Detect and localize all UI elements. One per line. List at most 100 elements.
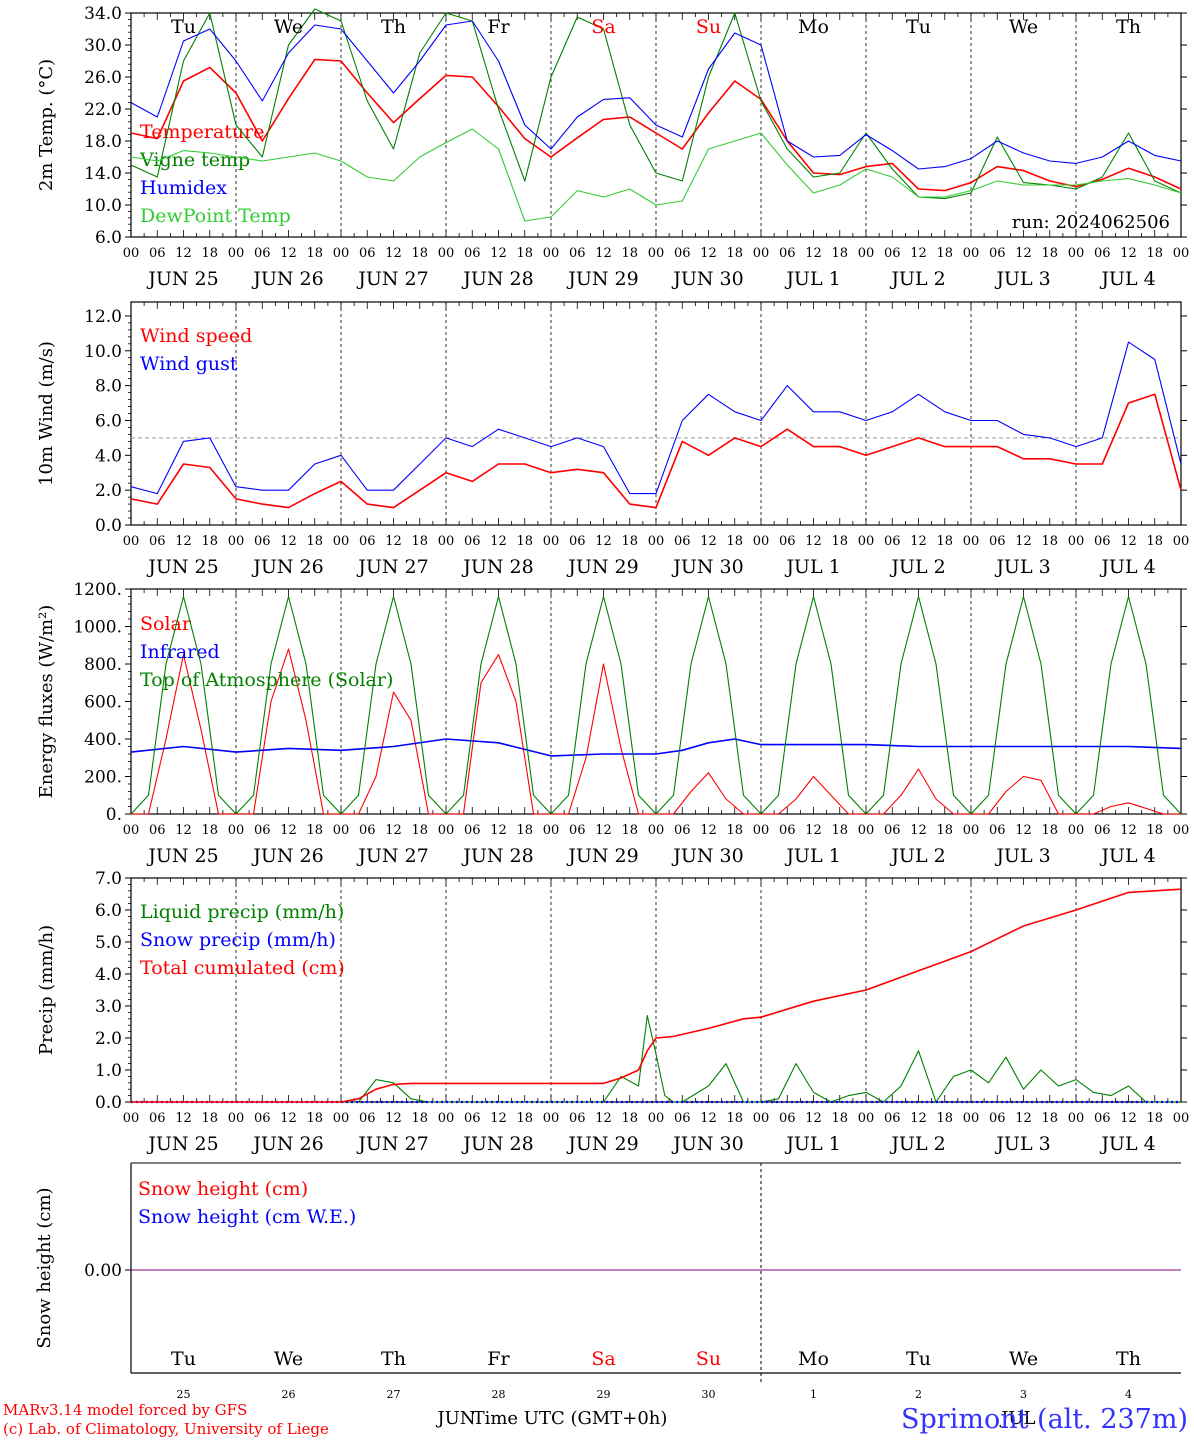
y-tick-label: 8.0	[95, 377, 122, 397]
hour-label: 18	[1146, 534, 1163, 549]
hour-label: 00	[1068, 823, 1085, 838]
panel-energy: 0. 200. 400. 600. 800. 1000. 1200. 00 06 12 18 JUN …	[36, 580, 1189, 867]
hour-label: 00	[543, 534, 560, 549]
hour-label: 18	[831, 534, 848, 549]
hour-label: 18	[936, 246, 953, 261]
hour-label: 18	[726, 534, 743, 549]
lab-credit: (c) Lab. of Climatology, University of L…	[3, 1420, 329, 1438]
hour-label: 06	[569, 1111, 586, 1126]
hour-label: 18	[621, 534, 638, 549]
legend-entry: Humidex	[140, 177, 227, 199]
hour-label: 06	[359, 1111, 376, 1126]
hour-label: 12	[385, 823, 402, 838]
y-tick-label: 5.0	[95, 933, 122, 953]
hour-label: 18	[306, 246, 323, 261]
hour-label: 18	[411, 534, 428, 549]
series-dewpoint-temp	[130, 128, 1182, 222]
panel-wind: 0.0 2.0 4.0 6.0 8.0 10.0 12.0 00 06 12 18 JUN 25 00 0…	[36, 301, 1189, 578]
y-tick-label: 0.00	[84, 1261, 122, 1281]
series-liquid-precip-mm-h	[131, 1015, 1181, 1103]
hour-label: 06	[359, 246, 376, 261]
hour-label: 12	[385, 1111, 402, 1126]
hour-label: 12	[1015, 246, 1032, 261]
hour-label: 18	[201, 246, 218, 261]
hour-label: 06	[779, 246, 796, 261]
date-label: JUN 26	[251, 268, 323, 290]
hour-label: 18	[306, 1111, 323, 1126]
hour-label: 12	[805, 1111, 822, 1126]
y-tick-label: 14.0	[84, 164, 122, 184]
panel-precip: 0.0 1.0 2.0 3.0 4.0 5.0 6.0 7.0 00 06 12 18 JUN 25 00…	[36, 869, 1189, 1155]
hour-label: 00	[963, 534, 980, 549]
hour-label: 12	[910, 823, 927, 838]
hour-label: 00	[1068, 534, 1085, 549]
hour-label: 18	[306, 823, 323, 838]
hour-label: 12	[910, 246, 927, 261]
y-axis-title: Precip (mm/h)	[36, 925, 57, 1055]
hour-label: 12	[280, 823, 297, 838]
hour-label: 18	[1146, 823, 1163, 838]
hour-label: 18	[411, 246, 428, 261]
hour-label: 06	[884, 246, 901, 261]
hour-label: 06	[569, 246, 586, 261]
hour-label: 18	[201, 823, 218, 838]
hour-label: 18	[936, 823, 953, 838]
date-label: JUL 2	[889, 845, 945, 867]
hour-label: 00	[753, 246, 770, 261]
series-wind-gust	[130, 341, 1182, 495]
date-label: JUN 27	[356, 268, 428, 290]
hour-label: 06	[569, 534, 586, 549]
hour-label: 18	[411, 823, 428, 838]
date-label: JUL 3	[994, 556, 1050, 578]
hour-label: 12	[910, 1111, 927, 1126]
hour-label: 12	[700, 246, 717, 261]
hour-label: 00	[228, 823, 245, 838]
day-number: 26	[282, 1388, 296, 1401]
plot-frame	[130, 588, 1182, 815]
date-label: JUL 1	[784, 845, 840, 867]
hour-label: 00	[753, 1111, 770, 1126]
date-label: JUL 4	[1099, 1133, 1155, 1155]
date-label: JUN 30	[671, 845, 743, 867]
date-label: JUN 26	[251, 556, 323, 578]
date-label: JUL 4	[1099, 845, 1155, 867]
y-axis-title: Energy fluxes (W/m²)	[36, 605, 57, 799]
legend-entry: Top of Atmosphere (Solar)	[140, 669, 393, 691]
weekday-label: We	[1009, 1348, 1038, 1370]
hour-label: 00	[858, 1111, 875, 1126]
legend-entry: Snow height (cm W.E.)	[138, 1206, 356, 1228]
hour-label: 06	[989, 1111, 1006, 1126]
date-label: JUL 3	[994, 1133, 1050, 1155]
hour-label: 00	[963, 246, 980, 261]
hour-label: 18	[621, 1111, 638, 1126]
date-label: JUN 30	[671, 556, 743, 578]
hour-label: 00	[753, 534, 770, 549]
hour-label: 18	[1041, 246, 1058, 261]
hour-label: 00	[123, 534, 140, 549]
hour-label: 00	[438, 1111, 455, 1126]
hour-label: 00	[1173, 1111, 1190, 1126]
hour-label: 00	[648, 246, 665, 261]
date-label: JUN 27	[356, 556, 428, 578]
date-label: JUN 30	[671, 268, 743, 290]
hour-label: 18	[726, 246, 743, 261]
y-tick-label: 34.0	[84, 4, 122, 24]
model-credit: MARv3.14 model forced by GFS	[3, 1401, 247, 1419]
y-tick-label: 2.0	[95, 1029, 122, 1049]
hour-label: 00	[1068, 1111, 1085, 1126]
hour-label: 00	[858, 823, 875, 838]
y-tick-label: 18.0	[84, 132, 122, 152]
series-vigne-temp	[130, 8, 1182, 200]
hour-label: 00	[123, 1111, 140, 1126]
hour-label: 00	[963, 1111, 980, 1126]
month-label: JUN	[435, 1408, 475, 1429]
hour-label: 06	[149, 1111, 166, 1126]
hour-label: 12	[1120, 1111, 1137, 1126]
hour-label: 12	[490, 823, 507, 838]
hour-label: 00	[858, 534, 875, 549]
hour-label: 12	[175, 534, 192, 549]
hour-label: 06	[569, 823, 586, 838]
y-tick-label: 6.0	[95, 228, 122, 248]
date-label: JUN 27	[356, 1133, 428, 1155]
plot-frame	[130, 301, 1182, 526]
